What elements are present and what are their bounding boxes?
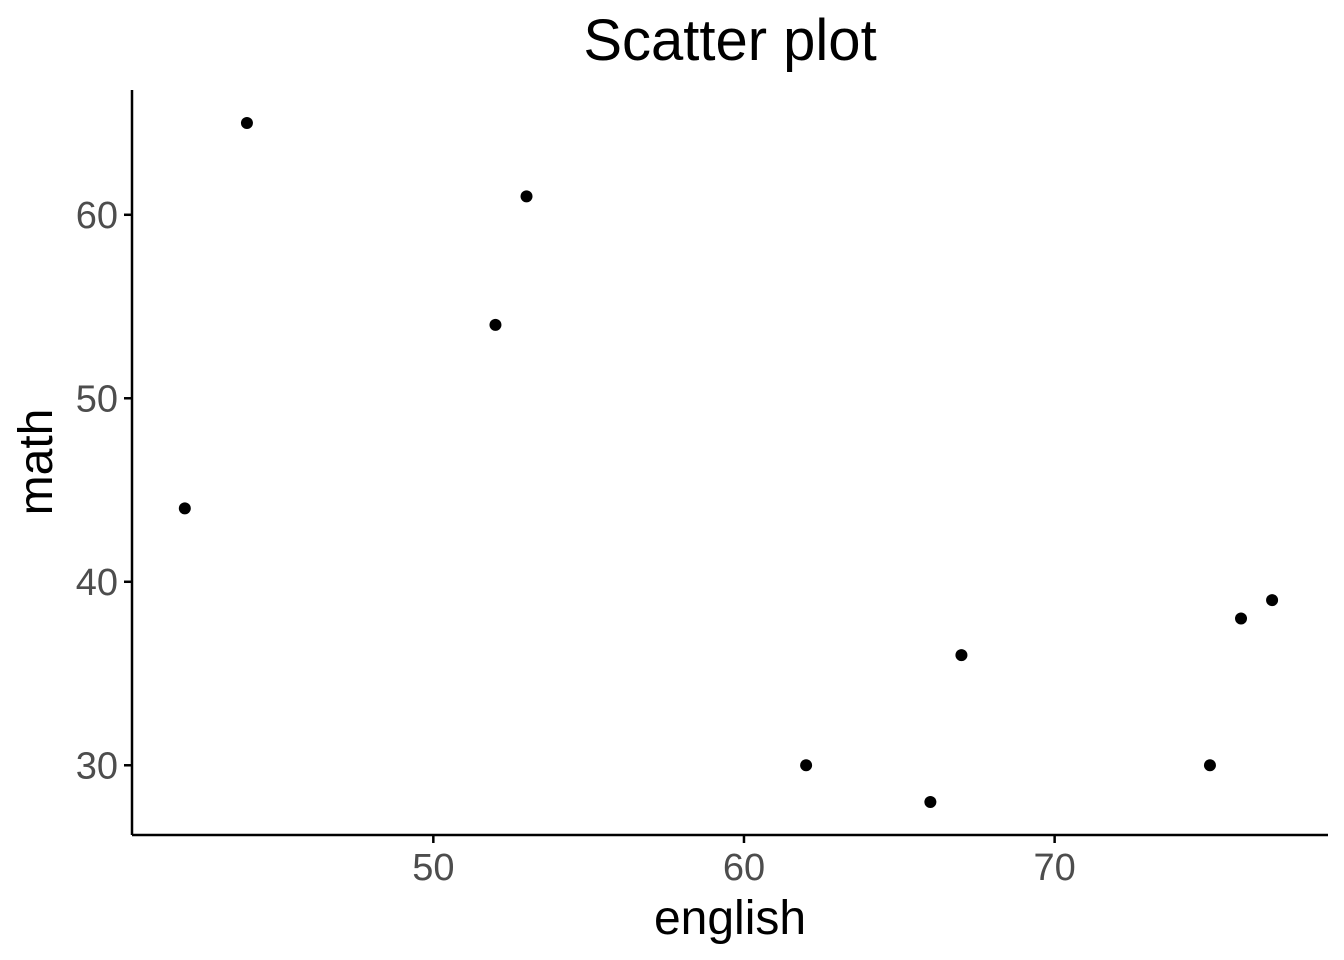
y-axis: 30 40 50 60 <box>76 90 134 835</box>
data-point <box>1203 759 1216 772</box>
x-tick-label: 60 <box>723 847 765 889</box>
y-tick-label: 60 <box>76 195 118 237</box>
data-point <box>520 190 533 203</box>
data-point <box>178 502 191 515</box>
data-point <box>240 117 253 130</box>
x-tick-label: 70 <box>1033 847 1075 889</box>
x-axis-title: english <box>654 892 806 945</box>
data-point <box>924 795 937 808</box>
y-tick-label: 30 <box>76 745 118 787</box>
y-tick-label: 40 <box>76 562 118 604</box>
x-tick-label: 50 <box>412 847 454 889</box>
data-point <box>1235 612 1248 625</box>
data-point <box>955 649 968 662</box>
data-point <box>489 318 502 331</box>
data-points <box>178 117 1279 808</box>
x-axis: 50 60 70 <box>132 833 1328 889</box>
data-point <box>1266 594 1279 607</box>
y-axis-title: math <box>10 409 63 516</box>
y-tick-label: 50 <box>76 378 118 420</box>
data-point <box>800 759 813 772</box>
chart-title: Scatter plot <box>583 8 876 73</box>
